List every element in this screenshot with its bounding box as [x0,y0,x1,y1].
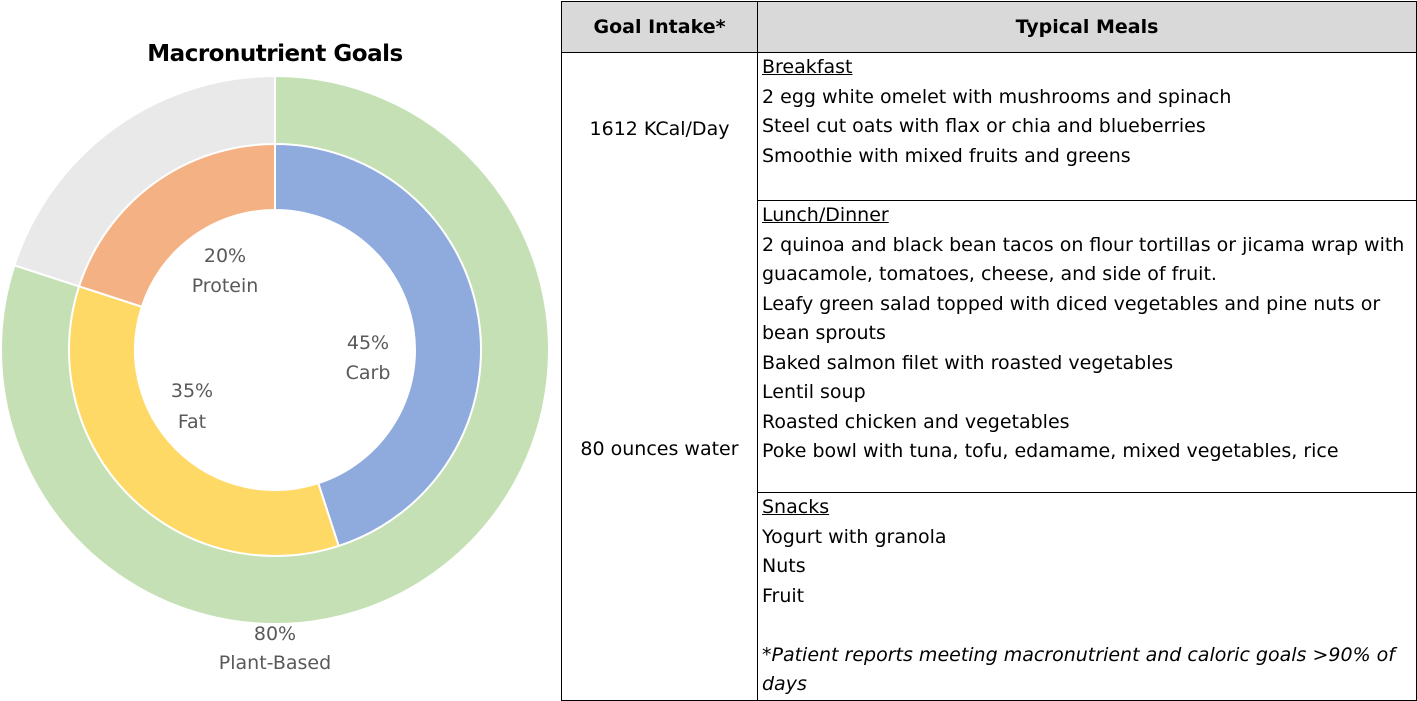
list-item: Yogurt with granola [762,525,947,548]
plant-based-name-label: Plant-Based [219,652,331,674]
goal-intake-cell: 1612 KCal/Day 80 ounces water [561,52,758,701]
list-item: Leafy green salad topped with diced vege… [762,292,1381,345]
water-goal: 80 ounces water [580,438,739,460]
meals-table: Goal Intake* Typical Meals 1612 KCal/Day… [561,1,1417,701]
carb-name-label: Carb [346,362,391,384]
carb-pct-label: 45% [347,332,389,354]
protein-slice [77,142,276,308]
chart-title: Macronutrient Goals [147,41,402,67]
lunch-dinner-cell: Lunch/Dinner 2 quinoa and black bean tac… [757,200,1417,493]
snacks-heading: Snacks [762,496,830,518]
calorie-goal: 1612 KCal/Day [589,118,730,140]
list-item: Nuts [762,555,806,577]
carb-slice [274,142,482,548]
table-row: 1612 KCal/Day 80 ounces water Breakfast … [561,52,1417,701]
breakfast-heading: Breakfast [762,56,853,78]
list-item: Lentil soup [762,381,866,403]
list-item: Steel cut oats with flax or chia and blu… [762,115,1206,137]
breakfast-cell: Breakfast 2 egg white omelet with mushro… [757,52,1417,201]
list-item: Fruit [762,584,805,607]
table-row: Lunch/Dinner 2 quinoa and black bean tac… [562,200,1417,493]
typical-meals-header: Typical Meals [757,1,1417,53]
table-header-row: Goal Intake* Typical Meals [561,1,1417,53]
list-item: Roasted chicken and vegetables [762,410,1070,433]
macronutrient-chart: Macronutrient Goals 45% Carb 35% Fat 20%… [0,0,560,700]
donut-chart-svg: Macronutrient Goals 45% Carb 35% Fat 20%… [0,41,550,674]
list-item: Poke bowl with tuna, tofu, edamame, mixe… [762,440,1339,462]
snacks-cell: Snacks Yogurt with granola Nuts Fruit *P… [757,492,1417,701]
footnote: *Patient reports meeting macronutrient a… [762,643,1395,696]
fat-slice [68,285,340,557]
list-item: 2 egg white omelet with mushrooms and sp… [762,85,1232,108]
inner-ring [68,142,482,557]
protein-name-label: Protein [192,275,259,297]
plant-based-pct-label: 80% [254,623,296,645]
list-item: Smoothie with mixed fruits and greens [762,144,1131,167]
protein-pct-label: 20% [204,245,246,267]
list-item: Baked salmon filet with roasted vegetabl… [762,351,1174,374]
fat-name-label: Fat [178,411,206,433]
table-row: Snacks Yogurt with granola Nuts Fruit *P… [562,492,1417,701]
goal-intake-header: Goal Intake* [561,1,758,53]
lunch-dinner-heading: Lunch/Dinner [762,204,889,226]
list-item: 2 quinoa and black bean tacos on flour t… [762,233,1405,286]
slice-labels: 45% Carb 35% Fat 20% Protein 80% Plant-B… [171,245,391,674]
fat-pct-label: 35% [171,380,213,402]
